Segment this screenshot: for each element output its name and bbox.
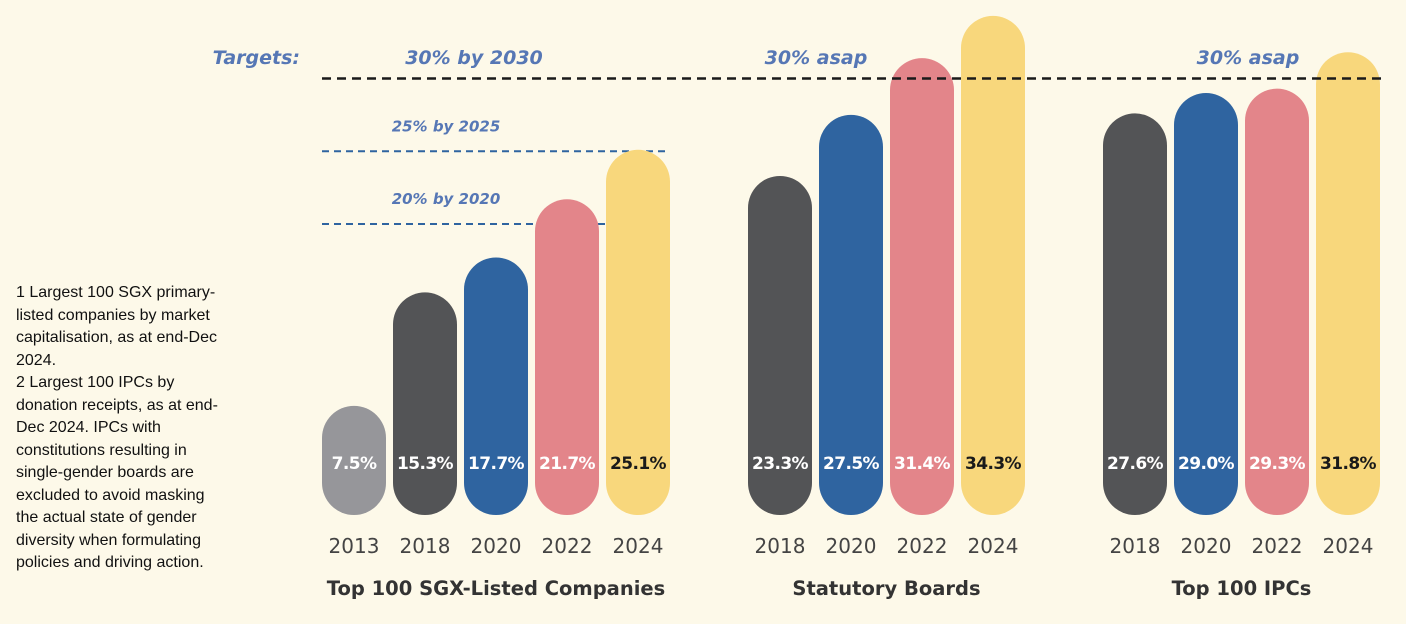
value-label-2-2018: 27.6% <box>1107 454 1164 474</box>
footnotes: 1 Largest 100 SGX primary-listed compani… <box>16 282 226 575</box>
bar-0-2020 <box>464 257 528 515</box>
bar-1-2020 <box>819 114 883 515</box>
bars-layer <box>322 15 1380 516</box>
tick-label-0-2022: 2022 <box>542 534 593 558</box>
tick-label-2-2024: 2024 <box>1323 534 1374 558</box>
bar-1-2024 <box>961 15 1025 516</box>
tick-label-1-2020: 2020 <box>826 534 877 558</box>
group-title-1: Statutory Boards <box>792 577 980 600</box>
value-label-1-2018: 23.3% <box>752 454 809 474</box>
value-label-0-2024: 25.1% <box>610 454 667 474</box>
bar-1-2022 <box>890 58 954 515</box>
tick-label-0-2013: 2013 <box>329 534 380 558</box>
tick-label-1-2018: 2018 <box>755 534 806 558</box>
text-layer: Targets: 30% by 2030 25% by 2025 20% by 202… <box>213 47 1384 600</box>
group-title-0: Top 100 SGX-Listed Companies <box>327 577 666 600</box>
value-label-1-2022: 31.4% <box>894 454 951 474</box>
value-label-2-2024: 31.8% <box>1320 454 1377 474</box>
bar-2-2020 <box>1174 93 1238 516</box>
target-label-0-0: 30% by 2030 <box>405 47 543 69</box>
tick-label-2-2022: 2022 <box>1252 534 1303 558</box>
bar-0-2022 <box>535 199 599 515</box>
group-title-2: Top 100 IPCs <box>1172 577 1312 600</box>
tick-label-0-2024: 2024 <box>613 534 664 558</box>
value-label-2-2022: 29.3% <box>1249 454 1306 474</box>
tick-label-1-2024: 2024 <box>968 534 1019 558</box>
bar-2-2022 <box>1245 88 1309 515</box>
tick-label-2-2018: 2018 <box>1110 534 1161 558</box>
value-label-0-2013: 7.5% <box>332 454 377 474</box>
bar-0-2024 <box>606 149 670 516</box>
tick-label-0-2020: 2020 <box>471 534 522 558</box>
tick-label-1-2022: 2022 <box>897 534 948 558</box>
target-label-1-0: 30% asap <box>765 47 868 69</box>
target-label-0-1: 25% by 2025 <box>392 117 501 135</box>
value-label-2-2020: 29.0% <box>1178 454 1235 474</box>
bar-2-2024 <box>1316 52 1380 516</box>
value-label-1-2020: 27.5% <box>823 454 880 474</box>
value-label-1-2024: 34.3% <box>965 454 1022 474</box>
bar-0-2013 <box>322 405 386 515</box>
footnote-2: 2 Largest 100 IPCs by donation receipts,… <box>16 374 218 571</box>
value-label-0-2020: 17.7% <box>468 454 525 474</box>
bar-0-2018 <box>393 292 457 515</box>
footnote-1: 1 Largest 100 SGX primary-listed compani… <box>16 284 217 369</box>
bar-2-2018 <box>1103 113 1167 516</box>
target-label-2-0: 30% asap <box>1197 47 1300 69</box>
value-label-0-2022: 21.7% <box>539 454 596 474</box>
target-label-0-2: 20% by 2020 <box>392 190 501 208</box>
tick-label-2-2020: 2020 <box>1181 534 1232 558</box>
value-label-0-2018: 15.3% <box>397 454 454 474</box>
bar-1-2018 <box>748 175 812 516</box>
tick-label-0-2018: 2018 <box>400 534 451 558</box>
targets-label: Targets: <box>213 47 300 69</box>
